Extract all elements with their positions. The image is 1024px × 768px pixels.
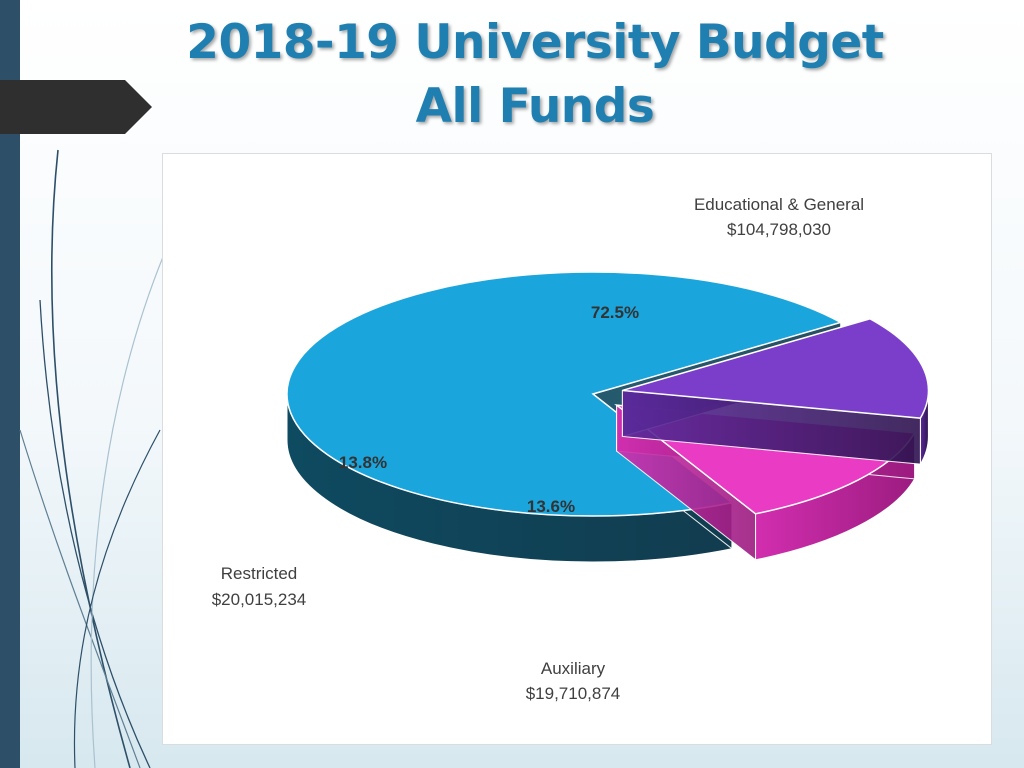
percent-label-educational: 72.5% [591,303,639,322]
label-educational-value: $104,798,030 [727,220,831,239]
label-restricted-category: Restricted [221,564,298,583]
percent-label-restricted: 13.8% [339,453,387,472]
pie-chart: Educational & General $104,798,030 72.5%… [212,195,930,703]
percent-label-auxiliary: 13.6% [527,497,575,516]
label-auxiliary-value: $19,710,874 [526,684,621,703]
arrow-tab-shape [0,80,152,134]
slice-auxiliary [622,318,930,419]
slide-title-line2: All Funds [415,79,655,134]
label-educational-category: Educational & General [694,195,864,214]
label-auxiliary-category: Auxiliary [541,659,606,678]
decorative-curves [19,149,171,768]
label-restricted-value: $20,015,234 [212,590,307,609]
chart-panel: Educational & General $104,798,030 72.5%… [162,153,992,745]
left-accent-bar [0,0,20,768]
slice-educational [286,271,843,517]
slide-title-line1: 2018-19 University Budget [186,15,884,70]
